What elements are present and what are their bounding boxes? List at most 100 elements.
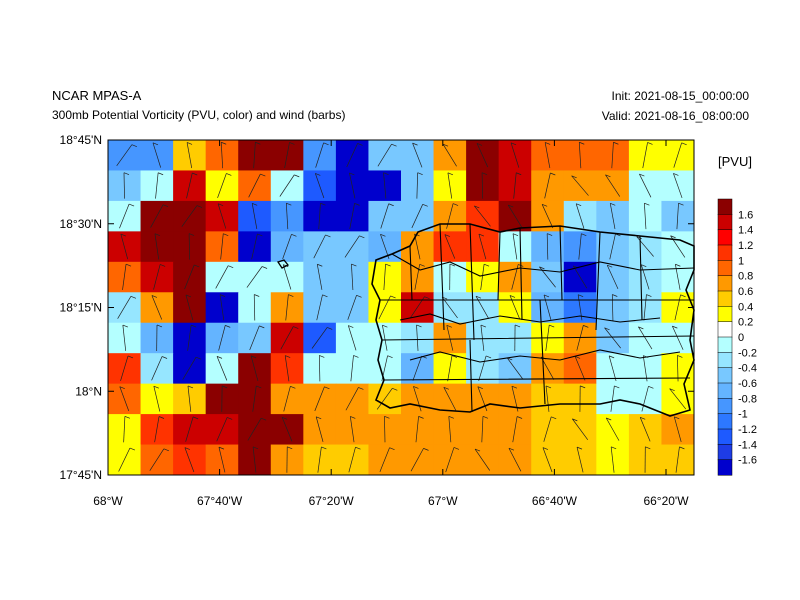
wind-barb bbox=[447, 172, 453, 199]
wind-barb bbox=[281, 417, 293, 442]
wind-barb bbox=[641, 386, 649, 412]
wind-barb bbox=[636, 236, 654, 257]
colorbar-swatch bbox=[717, 275, 733, 292]
lon-label: 67°W bbox=[428, 494, 458, 508]
wind-barb bbox=[480, 324, 485, 351]
lat-label: 18°45'N bbox=[60, 133, 102, 147]
wind-barb-flag bbox=[317, 263, 323, 267]
wind-barb-flag bbox=[674, 416, 680, 420]
wind-barb bbox=[349, 203, 355, 229]
wind-barb bbox=[506, 357, 523, 380]
wind-barb-flag bbox=[514, 324, 521, 328]
wind-barb-flag bbox=[545, 385, 552, 389]
wind-barb-flag bbox=[417, 172, 423, 176]
wind-barb-flag bbox=[228, 265, 234, 268]
wind-barb bbox=[344, 235, 360, 258]
wind-barb bbox=[384, 416, 386, 443]
wind-barb-flag bbox=[124, 416, 131, 419]
wind-barb bbox=[677, 355, 679, 382]
wind-barb-flag bbox=[380, 233, 386, 237]
wind-barb bbox=[252, 385, 257, 412]
wind-barb bbox=[280, 326, 294, 350]
colorbar-title: [PVU] bbox=[718, 154, 752, 169]
wind-barb bbox=[676, 203, 679, 230]
wind-barb-flag bbox=[281, 416, 288, 420]
wind-barb-flag bbox=[571, 175, 577, 179]
wind-barb-flag bbox=[613, 141, 619, 145]
colorbar-swatch bbox=[717, 290, 733, 307]
wind-barb bbox=[639, 173, 652, 198]
wind-barb-flag bbox=[442, 143, 449, 147]
wind-barb-flag bbox=[219, 294, 226, 297]
wind-barb-flag bbox=[359, 235, 365, 239]
wind-barb-flag bbox=[325, 234, 331, 238]
wind-barb-flag bbox=[353, 355, 359, 358]
wind-barb-flag bbox=[509, 295, 516, 298]
wind-barb bbox=[611, 142, 614, 169]
lat-label: 18°30'N bbox=[60, 217, 102, 231]
wind-barb-flag bbox=[675, 263, 681, 267]
wind-barb bbox=[253, 294, 256, 321]
colorbar-label: 0.2 bbox=[738, 317, 753, 329]
wind-barb-flag bbox=[482, 416, 489, 419]
wind-barb bbox=[316, 264, 323, 290]
wind-barb bbox=[414, 233, 421, 260]
colorbar-label: 0.6 bbox=[738, 286, 753, 298]
colorbar-swatch bbox=[717, 260, 733, 277]
wind-barb bbox=[675, 446, 680, 473]
colorbar-swatch bbox=[717, 398, 733, 415]
colorbar-swatch bbox=[717, 306, 733, 323]
wind-barb-flag bbox=[128, 203, 135, 207]
init-time: Init: 2021-08-15_00:00:00 bbox=[611, 89, 749, 103]
wind-barb bbox=[120, 355, 129, 381]
lat-label: 18°N bbox=[75, 384, 102, 398]
wind-barb-flag bbox=[223, 233, 229, 236]
wind-barb-flag bbox=[547, 233, 553, 236]
wind-barb-flag bbox=[475, 295, 482, 299]
wind-barb-flag bbox=[261, 266, 268, 269]
wind-barb-flag bbox=[612, 294, 618, 297]
municipal-lines-a bbox=[380, 223, 695, 413]
colorbar-swatch bbox=[717, 352, 733, 369]
wind-barb bbox=[610, 446, 615, 473]
wind-barb-flag bbox=[255, 141, 261, 145]
wind-barb bbox=[217, 203, 227, 229]
wind-barb bbox=[604, 327, 621, 349]
wind-barb bbox=[123, 416, 126, 443]
wind-barb-flag bbox=[287, 446, 293, 450]
puerto-rico-coastline bbox=[371, 223, 695, 417]
wind-barb bbox=[448, 416, 452, 443]
wind-barb bbox=[250, 355, 259, 382]
wind-barb-flag bbox=[186, 142, 193, 145]
wind-barb bbox=[151, 356, 163, 381]
wind-barb-flag bbox=[478, 233, 485, 237]
wind-barb-flag bbox=[542, 447, 549, 450]
wind-barb bbox=[510, 142, 520, 168]
wind-barb-flag bbox=[351, 263, 357, 267]
wind-barb bbox=[674, 294, 681, 321]
wind-barb bbox=[574, 356, 586, 381]
wind-barb-flag bbox=[315, 173, 321, 176]
wind-barb bbox=[411, 204, 424, 229]
wind-barb-flag bbox=[448, 416, 454, 419]
wind-barb bbox=[416, 172, 419, 199]
wind-barb bbox=[512, 233, 518, 260]
municipal-lines-b bbox=[391, 253, 695, 363]
wind-barb bbox=[383, 264, 386, 291]
wind-barb-flag bbox=[576, 446, 583, 450]
wind-barb bbox=[248, 173, 261, 198]
wind-barb-flag bbox=[191, 324, 197, 328]
wind-barb bbox=[246, 266, 263, 288]
wind-barb-flag bbox=[578, 294, 584, 297]
wind-barb bbox=[571, 175, 589, 196]
wind-barb bbox=[481, 416, 484, 443]
wind-barb bbox=[416, 324, 419, 351]
wind-barb-flag bbox=[288, 294, 294, 297]
wind-barb-flag bbox=[508, 447, 515, 451]
wind-barb bbox=[443, 387, 457, 411]
wind-barb bbox=[609, 203, 616, 229]
wind-barb-flag bbox=[319, 355, 325, 358]
wind-barb bbox=[512, 416, 518, 443]
wind-barb bbox=[578, 142, 582, 169]
